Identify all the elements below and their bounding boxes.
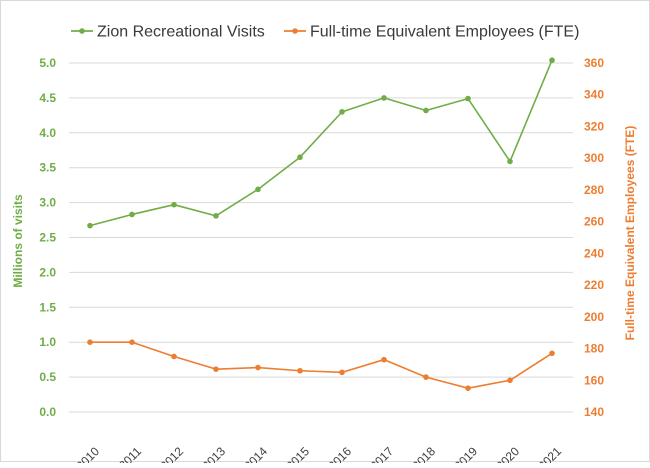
right-tick-label: 360	[584, 56, 604, 70]
legend-swatch-marker	[79, 28, 85, 34]
right-tick-label: 180	[584, 342, 604, 356]
visits-data-point	[381, 95, 387, 101]
left-tick-label: 2.5	[39, 231, 56, 245]
x-tick-label: 2021	[535, 444, 564, 463]
legend-label: Zion Recreational Visits	[97, 24, 265, 41]
right-tick-label: 140	[584, 405, 604, 419]
fte-data-point	[507, 377, 513, 384]
left-tick-label: 3.0	[39, 196, 56, 210]
legend: Zion Recreational Visits Full-time Equiva…	[71, 24, 579, 41]
fte-data-point	[339, 369, 345, 376]
x-tick-label: 2019	[451, 444, 480, 463]
left-tick-label: 4.5	[39, 91, 56, 105]
visits-data-point	[171, 201, 177, 208]
right-tick-label: 240	[584, 246, 604, 260]
x-tick-label: 2012	[157, 444, 186, 463]
fte-data-point	[465, 385, 471, 392]
fte-data-point	[549, 350, 555, 357]
left-tick-label: 0.0	[39, 405, 56, 419]
right-tick-label: 300	[584, 151, 604, 165]
fte-data-point	[423, 374, 429, 380]
fte-data-point	[87, 339, 93, 346]
left-tick-label: 1.5	[39, 300, 56, 314]
visits-data-point	[507, 158, 513, 165]
x-tick-label: 2020	[493, 444, 522, 463]
right-tick-label: 280	[584, 183, 604, 197]
gridlines	[69, 62, 573, 413]
legend-label: Full-time Equivalent Employees (FTE)	[310, 24, 579, 41]
left-tick-label: 4.0	[39, 126, 56, 140]
right-axis-title: Full-time Equivalent Employees (FTE)	[623, 126, 637, 341]
left-tick-label: 5.0	[39, 56, 56, 70]
visits-data-point	[297, 154, 303, 161]
left-tick-label: 2.0	[39, 265, 56, 279]
visits-data-point	[255, 186, 261, 193]
visits-data-point	[339, 109, 345, 115]
fte-series-line	[90, 341, 553, 390]
fte-data-point	[129, 339, 135, 346]
x-tick-label: 2013	[199, 444, 228, 463]
fte-data-point	[297, 367, 303, 374]
x-tick-label: 2018	[409, 444, 438, 463]
x-tick-label: 2014	[241, 444, 270, 463]
right-tick-label: 220	[584, 278, 604, 292]
visits-data-point	[423, 107, 429, 114]
left-axis-title: Millions of visits	[11, 194, 25, 288]
x-tick-label: 2016	[325, 444, 354, 463]
right-tick-label: 340	[584, 88, 604, 102]
x-tick-label: 2011	[116, 444, 144, 463]
visits-data-point	[87, 222, 93, 229]
right-axis-ticks: 140 160 180 200 220 240 260 280 300 320 340 360	[584, 56, 604, 419]
visits-series-line	[89, 59, 553, 227]
x-tick-label: 2015	[283, 444, 312, 463]
x-tick-label: 2017	[367, 444, 396, 463]
visits-data-point	[465, 95, 471, 102]
visits-data-point	[549, 57, 555, 64]
x-tick-label: 2010	[73, 444, 102, 463]
legend-swatch-marker	[292, 28, 298, 34]
fte-data-point	[255, 364, 261, 371]
visits-data-point	[213, 213, 219, 219]
right-tick-label: 320	[584, 119, 604, 133]
fte-data-point	[213, 366, 219, 372]
fte-data-point	[381, 356, 387, 363]
left-tick-label: 3.5	[39, 161, 56, 175]
left-tick-label: 1.0	[39, 335, 56, 349]
series	[87, 57, 555, 392]
visits-data-point	[129, 211, 135, 218]
left-axis-ticks: 0.0 0.5 1.0 1.5 2.0 2.5 3.0 3.5 4.0 4.5 5.0	[39, 56, 56, 419]
right-tick-label: 260	[584, 215, 604, 229]
x-axis-ticks: 2010 2011 2012 2013 2014 2015 2016 2017 2018 2019…	[73, 444, 564, 468]
fte-data-point	[171, 353, 177, 360]
right-tick-label: 160	[584, 373, 604, 387]
left-tick-label: 0.5	[39, 370, 56, 384]
right-tick-label: 200	[584, 310, 604, 324]
